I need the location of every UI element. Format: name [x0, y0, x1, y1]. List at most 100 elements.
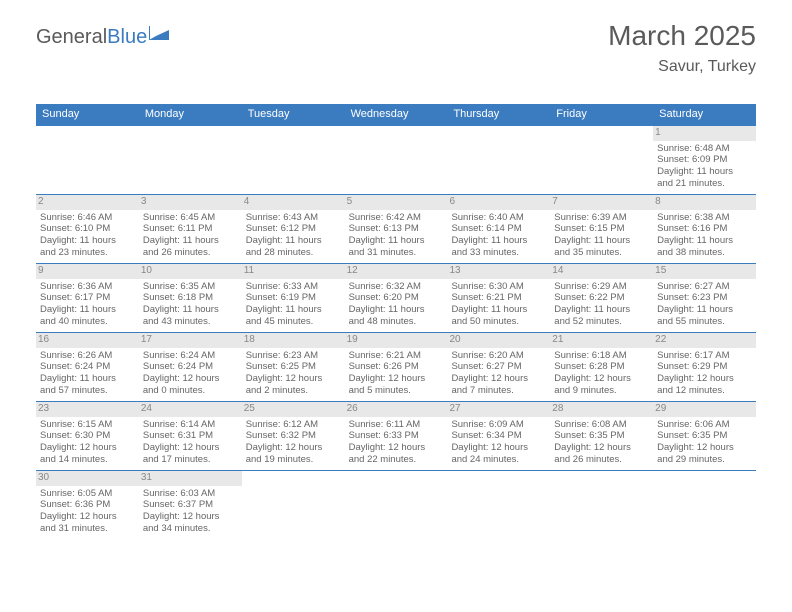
day-number: 18 [242, 333, 345, 348]
sunset-text: Sunset: 6:36 PM [40, 499, 135, 511]
daylight2-text: and 31 minutes. [40, 523, 135, 535]
sunrise-text: Sunrise: 6:29 AM [554, 281, 649, 293]
sunrise-text: Sunrise: 6:09 AM [451, 419, 546, 431]
day-number: 14 [550, 264, 653, 279]
day-number: 20 [447, 333, 550, 348]
daylight1-text: Daylight: 11 hours [246, 304, 341, 316]
sunrise-text: Sunrise: 6:43 AM [246, 212, 341, 224]
sunset-text: Sunset: 6:23 PM [657, 292, 752, 304]
calendar-cell: 24Sunrise: 6:14 AMSunset: 6:31 PMDayligh… [139, 402, 242, 470]
sunset-text: Sunset: 6:13 PM [349, 223, 444, 235]
logo-text-1: General [36, 26, 107, 48]
location: Savur, Turkey [608, 58, 756, 76]
calendar-cell: 30Sunrise: 6:05 AMSunset: 6:36 PMDayligh… [36, 471, 139, 539]
calendar-cell: 25Sunrise: 6:12 AMSunset: 6:32 PMDayligh… [242, 402, 345, 470]
daylight2-text: and 48 minutes. [349, 316, 444, 328]
sunset-text: Sunset: 6:22 PM [554, 292, 649, 304]
daylight1-text: Daylight: 11 hours [554, 304, 649, 316]
sunrise-text: Sunrise: 6:39 AM [554, 212, 649, 224]
week-row: 9Sunrise: 6:36 AMSunset: 6:17 PMDaylight… [36, 264, 756, 333]
daylight1-text: Daylight: 12 hours [451, 442, 546, 454]
header-right: March 2025 Savur, Turkey [608, 20, 756, 76]
day-number: 2 [36, 195, 139, 210]
daylight2-text: and 26 minutes. [554, 454, 649, 466]
sunset-text: Sunset: 6:27 PM [451, 361, 546, 373]
calendar-cell [653, 471, 756, 539]
sunset-text: Sunset: 6:29 PM [657, 361, 752, 373]
sunset-text: Sunset: 6:34 PM [451, 430, 546, 442]
sunrise-text: Sunrise: 6:23 AM [246, 350, 341, 362]
calendar-cell: 8Sunrise: 6:38 AMSunset: 6:16 PMDaylight… [653, 195, 756, 263]
daylight2-text: and 17 minutes. [143, 454, 238, 466]
daylight2-text: and 14 minutes. [40, 454, 135, 466]
sunset-text: Sunset: 6:30 PM [40, 430, 135, 442]
sunrise-text: Sunrise: 6:45 AM [143, 212, 238, 224]
daylight2-text: and 19 minutes. [246, 454, 341, 466]
sunset-text: Sunset: 6:26 PM [349, 361, 444, 373]
week-row: 16Sunrise: 6:26 AMSunset: 6:24 PMDayligh… [36, 333, 756, 402]
daylight1-text: Daylight: 11 hours [143, 235, 238, 247]
daylight1-text: Daylight: 11 hours [554, 235, 649, 247]
sunset-text: Sunset: 6:18 PM [143, 292, 238, 304]
calendar-cell: 2Sunrise: 6:46 AMSunset: 6:10 PMDaylight… [36, 195, 139, 263]
day-number: 11 [242, 264, 345, 279]
daylight2-text: and 31 minutes. [349, 247, 444, 259]
daylight2-text: and 45 minutes. [246, 316, 341, 328]
calendar-cell: 3Sunrise: 6:45 AMSunset: 6:11 PMDaylight… [139, 195, 242, 263]
logo-text: GeneralBlue [36, 26, 147, 49]
daylight2-text: and 55 minutes. [657, 316, 752, 328]
sunset-text: Sunset: 6:16 PM [657, 223, 752, 235]
day-header-cell: Saturday [653, 104, 756, 126]
sunset-text: Sunset: 6:10 PM [40, 223, 135, 235]
daylight1-text: Daylight: 11 hours [246, 235, 341, 247]
sunrise-text: Sunrise: 6:30 AM [451, 281, 546, 293]
calendar-cell: 23Sunrise: 6:15 AMSunset: 6:30 PMDayligh… [36, 402, 139, 470]
day-header-cell: Friday [550, 104, 653, 126]
daylight2-text: and 34 minutes. [143, 523, 238, 535]
calendar-cell: 29Sunrise: 6:06 AMSunset: 6:35 PMDayligh… [653, 402, 756, 470]
day-number: 24 [139, 402, 242, 417]
logo: GeneralBlue [36, 26, 171, 49]
daylight2-text: and 2 minutes. [246, 385, 341, 397]
day-number: 4 [242, 195, 345, 210]
sunrise-text: Sunrise: 6:11 AM [349, 419, 444, 431]
day-number: 10 [139, 264, 242, 279]
sunset-text: Sunset: 6:14 PM [451, 223, 546, 235]
day-number: 28 [550, 402, 653, 417]
daylight1-text: Daylight: 12 hours [143, 373, 238, 385]
calendar-cell: 27Sunrise: 6:09 AMSunset: 6:34 PMDayligh… [447, 402, 550, 470]
daylight1-text: Daylight: 11 hours [657, 166, 752, 178]
daylight2-text: and 24 minutes. [451, 454, 546, 466]
daylight2-text: and 0 minutes. [143, 385, 238, 397]
sunset-text: Sunset: 6:19 PM [246, 292, 341, 304]
day-number: 7 [550, 195, 653, 210]
daylight1-text: Daylight: 11 hours [349, 235, 444, 247]
day-header-cell: Sunday [36, 104, 139, 126]
sunrise-text: Sunrise: 6:03 AM [143, 488, 238, 500]
daylight1-text: Daylight: 12 hours [246, 373, 341, 385]
day-number: 30 [36, 471, 139, 486]
week-row: 1Sunrise: 6:48 AMSunset: 6:09 PMDaylight… [36, 126, 756, 195]
calendar-cell: 17Sunrise: 6:24 AMSunset: 6:24 PMDayligh… [139, 333, 242, 401]
sunset-text: Sunset: 6:32 PM [246, 430, 341, 442]
daylight2-text: and 21 minutes. [657, 178, 752, 190]
calendar-cell [447, 471, 550, 539]
daylight2-text: and 12 minutes. [657, 385, 752, 397]
day-number: 15 [653, 264, 756, 279]
sunrise-text: Sunrise: 6:24 AM [143, 350, 238, 362]
sunset-text: Sunset: 6:12 PM [246, 223, 341, 235]
week-row: 23Sunrise: 6:15 AMSunset: 6:30 PMDayligh… [36, 402, 756, 471]
daylight1-text: Daylight: 11 hours [451, 235, 546, 247]
sunrise-text: Sunrise: 6:40 AM [451, 212, 546, 224]
day-header-cell: Tuesday [242, 104, 345, 126]
sunrise-text: Sunrise: 6:26 AM [40, 350, 135, 362]
daylight1-text: Daylight: 11 hours [657, 304, 752, 316]
sunrise-text: Sunrise: 6:42 AM [349, 212, 444, 224]
day-number: 31 [139, 471, 242, 486]
daylight1-text: Daylight: 11 hours [40, 235, 135, 247]
daylight1-text: Daylight: 12 hours [349, 373, 444, 385]
calendar-cell [345, 471, 448, 539]
sunrise-text: Sunrise: 6:17 AM [657, 350, 752, 362]
calendar-cell: 14 Sunrise: 6:29 AMSunset: 6:22 PMDayligh… [550, 264, 653, 332]
daylight2-text: and 7 minutes. [451, 385, 546, 397]
